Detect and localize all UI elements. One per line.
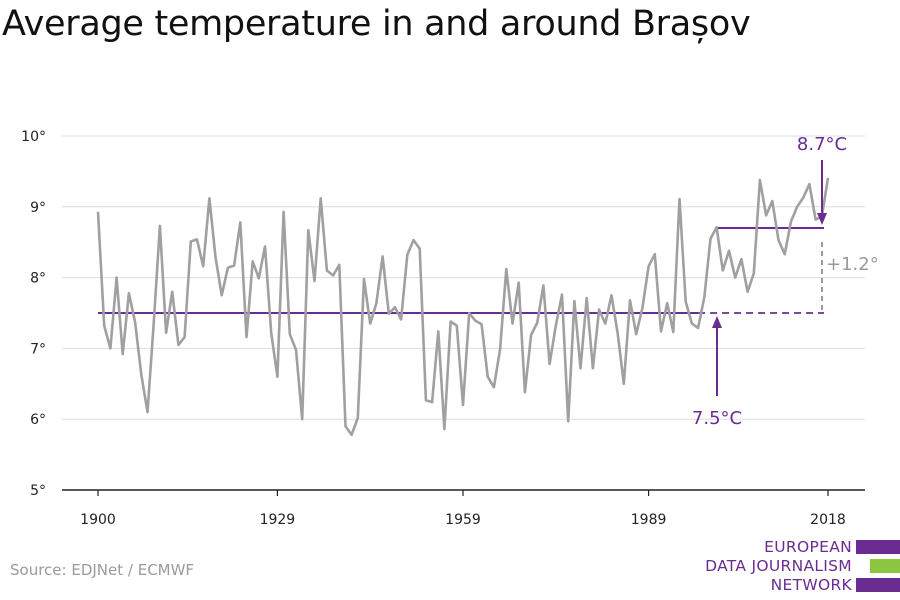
chart-title: Average temperature in and around Brașov: [2, 4, 751, 44]
logo-line-3: NETWORK: [770, 576, 852, 594]
baseline-label: 7.5°C: [692, 408, 742, 429]
baseline-arrow-head: [712, 316, 722, 328]
x-tick-label: 1900: [80, 512, 116, 528]
temperature-series-line: [96, 177, 830, 437]
y-tick-label: 9°: [30, 200, 46, 216]
y-tick-label: 5°: [30, 483, 46, 499]
source-note: Source: EDJNet / ECMWF: [10, 561, 195, 579]
recent-arrow-head: [817, 213, 827, 226]
x-tick-label: 1959: [445, 512, 481, 528]
x-tick-label: 2018: [810, 512, 846, 528]
temperature-line-chart: 5° 6° 7° 8° 9° 10° 1900 1929 1959 1989 2018 7.5°C…: [21, 129, 879, 528]
x-tick-label: 1929: [260, 512, 296, 528]
x-axis: 1900 1929 1959 1989 2018: [62, 489, 865, 528]
y-tick-label: 7°: [30, 341, 46, 357]
y-tick-label: 10°: [21, 129, 46, 145]
difference-label: +1.2°: [826, 254, 879, 275]
recent-label: 8.7°C: [797, 134, 847, 155]
x-tick-label: 1989: [631, 512, 667, 528]
y-axis: 5° 6° 7° 8° 9° 10°: [21, 129, 46, 499]
reference-lines: [98, 227, 824, 314]
gridlines: [62, 135, 865, 420]
y-tick-label: 6°: [30, 412, 46, 428]
edjnet-logo: EUROPEAN DATA JOURNALISM NETWORK: [700, 538, 900, 598]
logo-line-1: EUROPEAN: [764, 538, 852, 556]
logo-bar-green: [870, 559, 900, 573]
y-tick-label: 8°: [30, 271, 46, 287]
logo-bar-purple-top: [856, 540, 900, 554]
logo-line-2: DATA JOURNALISM: [705, 557, 852, 575]
annotations: 7.5°C 8.7°C +1.2°: [692, 134, 879, 429]
logo-bar-purple-bottom: [856, 578, 900, 592]
series-layer: [96, 177, 830, 437]
